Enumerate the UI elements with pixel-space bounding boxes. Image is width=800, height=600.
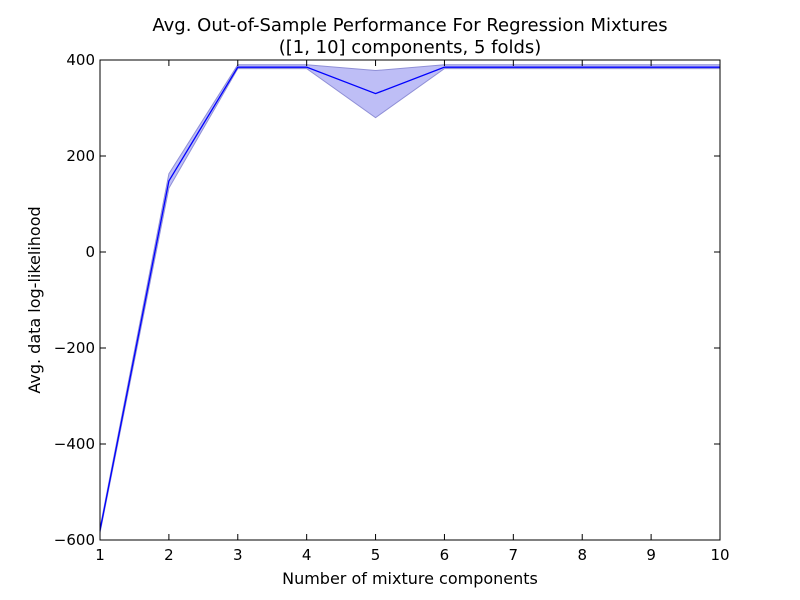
x-tick-label: 7	[509, 546, 519, 564]
chart-title: Avg. Out-of-Sample Performance For Regre…	[152, 15, 667, 36]
y-axis-label: Avg. data log-likelihood	[25, 206, 44, 393]
x-tick-label: 5	[371, 546, 381, 564]
x-tick-label: 8	[577, 546, 587, 564]
series-0-band	[99, 64, 721, 533]
x-tick-label: 10	[710, 546, 729, 564]
chart-subtitle: ([1, 10] components, 5 folds)	[279, 37, 542, 58]
y-tick-label: 200	[66, 147, 95, 165]
ticks: 1 2 3 4 5 6 7 8 9 10 −600 −400 −200 0 200 400	[54, 51, 730, 564]
y-tick-label: 400	[66, 51, 95, 69]
x-tick-label: 4	[302, 546, 312, 564]
x-tick-label: 6	[440, 546, 450, 564]
y-tick-label: −200	[54, 339, 95, 357]
series-0-line	[99, 66, 720, 531]
y-tick-label: −600	[54, 531, 95, 549]
x-axis-label: Number of mixture components	[282, 569, 538, 588]
y-tick-label: −400	[54, 435, 95, 453]
y-tick-label: 0	[85, 243, 95, 261]
axes-frame	[99, 59, 721, 541]
plot-area	[99, 64, 721, 533]
x-tick-label: 9	[646, 546, 656, 564]
x-tick-label: 3	[233, 546, 243, 564]
x-tick-label: 1	[95, 546, 105, 564]
x-tick-label: 2	[164, 546, 174, 564]
